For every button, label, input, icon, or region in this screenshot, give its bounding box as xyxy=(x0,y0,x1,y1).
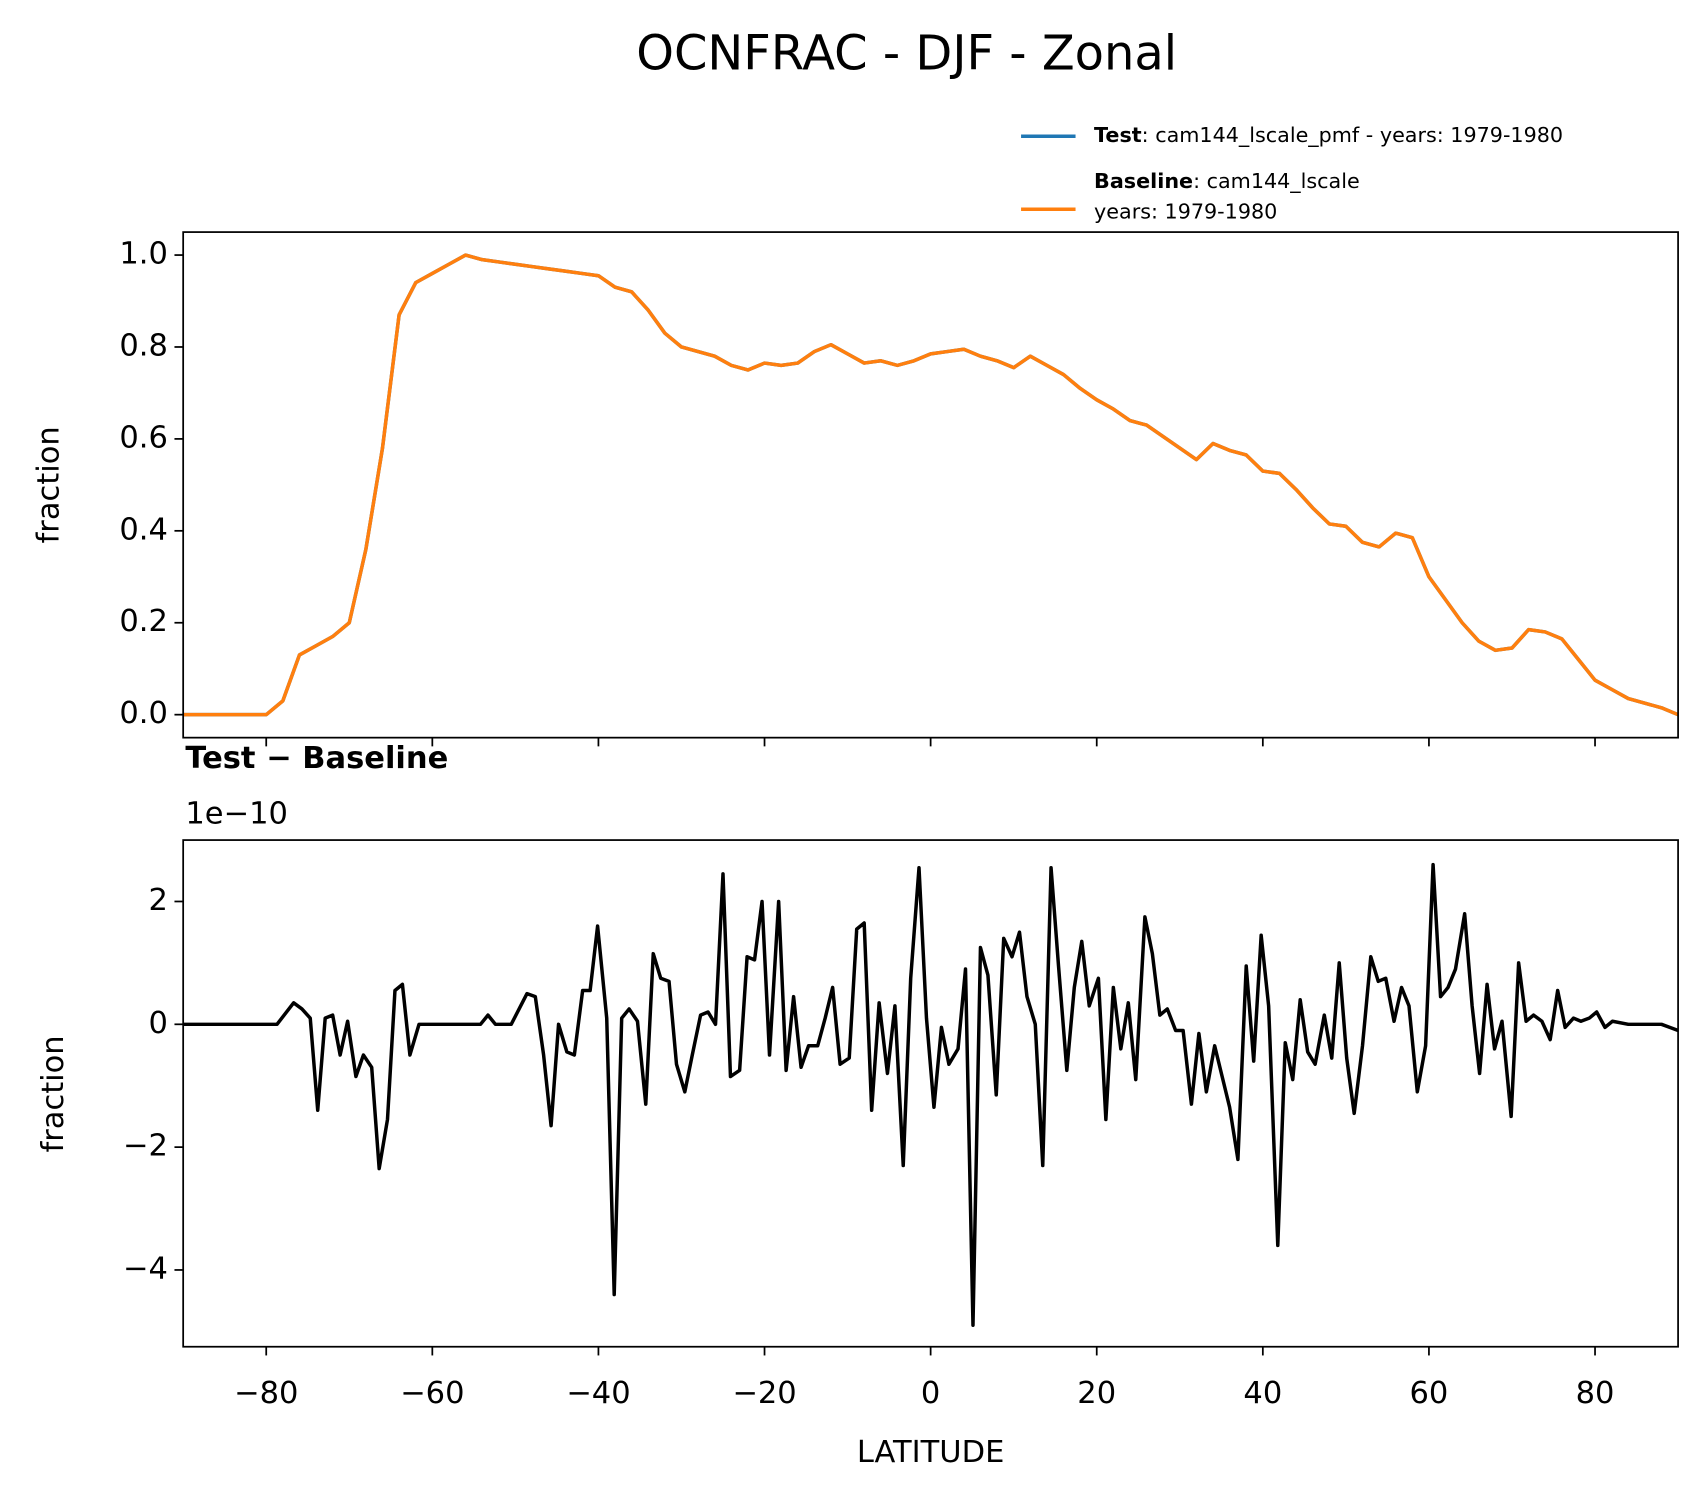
y-tick-label: −4 xyxy=(123,1251,168,1286)
plot-area xyxy=(183,862,1679,1327)
legend-description: : cam144_lscale_pmf - years: 1979-1980 xyxy=(1142,123,1563,148)
figure-title: OCNFRAC - DJF - Zonal xyxy=(636,27,1177,82)
axes-frame xyxy=(182,231,1679,739)
x-axis-label: LATITUDE xyxy=(857,1435,1005,1470)
y-tick-label: −2 xyxy=(123,1129,168,1164)
x-tick-label: 60 xyxy=(1410,1376,1449,1411)
x-tick-label: 40 xyxy=(1243,1376,1282,1411)
x-tick-label: 20 xyxy=(1077,1376,1116,1411)
legend-description: years: 1979-1980 xyxy=(1094,199,1277,223)
x-tick-label: 80 xyxy=(1576,1376,1615,1411)
legend-name: Baseline xyxy=(1094,169,1193,193)
y-tick-label: 0.4 xyxy=(119,512,168,547)
y-axis-label: fraction xyxy=(36,1035,71,1152)
x-tick-label: 0 xyxy=(921,1376,940,1411)
y-tick-label: 0.2 xyxy=(119,604,168,639)
y-tick-label: 0.8 xyxy=(119,328,168,363)
data-line xyxy=(183,253,1679,717)
y-tick-label: 1.0 xyxy=(119,237,168,272)
x-tick-label: −20 xyxy=(732,1376,796,1411)
x-tick-label: −40 xyxy=(566,1376,630,1411)
legend-label: Baseline: cam144_lscale xyxy=(1094,169,1360,194)
panel-title: Test − Baseline xyxy=(185,741,448,776)
y-tick-label: 0.6 xyxy=(119,420,168,455)
legend-label: Test: cam144_lscale_pmf - years: 1979-19… xyxy=(1094,123,1563,148)
y-tick-label: 0 xyxy=(149,1006,168,1041)
x-tick-label: −80 xyxy=(234,1376,298,1411)
axes-frame xyxy=(182,839,1679,1348)
plot-area xyxy=(183,253,1679,717)
offset-text: 1e−10 xyxy=(185,797,288,832)
y-tick-label: 2 xyxy=(149,883,168,918)
legend-description: : cam144_lscale xyxy=(1193,169,1360,194)
y-tick-label: 0.0 xyxy=(119,696,168,731)
x-tick-label: −60 xyxy=(400,1376,464,1411)
legend-name: Test xyxy=(1094,123,1142,147)
y-axis-label: fraction xyxy=(32,426,67,543)
data-line xyxy=(183,862,1679,1327)
